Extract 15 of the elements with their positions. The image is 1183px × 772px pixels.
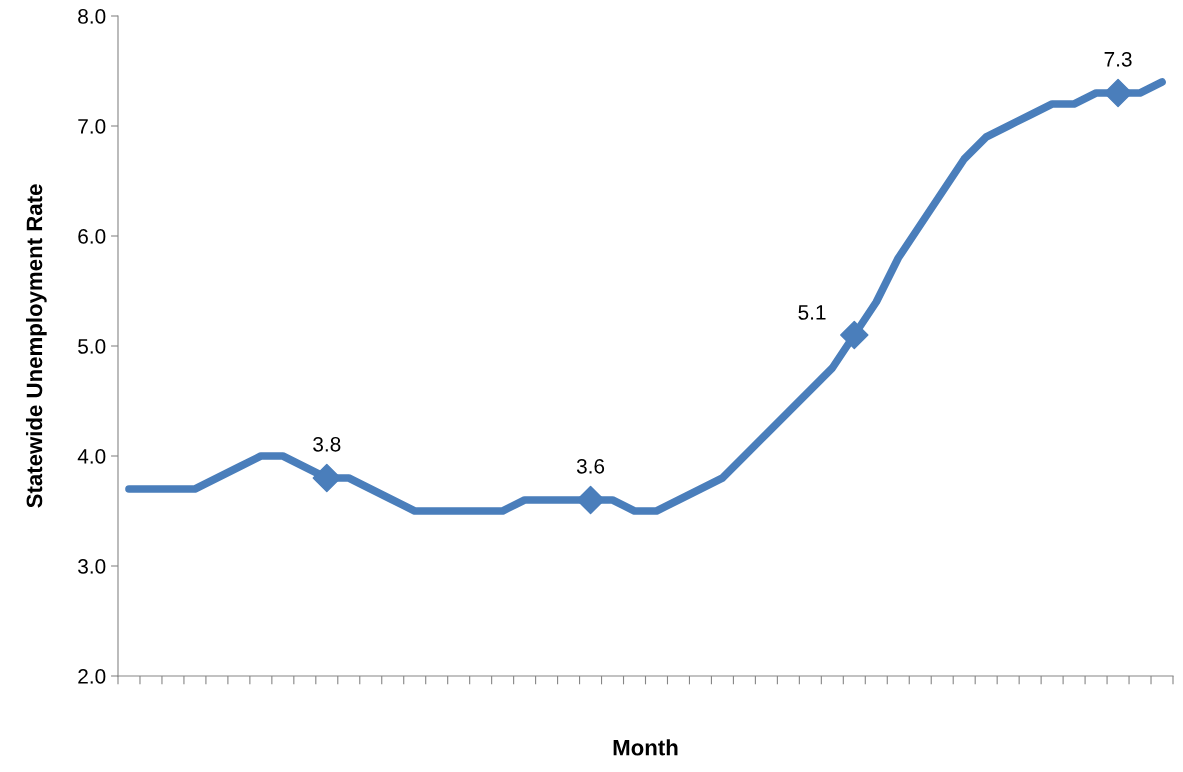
y-tick-label: 8.0: [78, 9, 106, 24]
y-tick-label: 6.0: [78, 229, 106, 244]
y-tick-label: 5.0: [78, 339, 106, 354]
y-tick-label: 2.0: [78, 669, 106, 684]
point: [840, 320, 869, 350]
data-label: 5.1: [798, 305, 826, 320]
y-tick-label: 7.0: [78, 119, 106, 134]
point: [576, 485, 605, 515]
data-label: 7.3: [1104, 51, 1132, 67]
x-axis-title: Month: [613, 739, 678, 756]
data-label: 3.8: [313, 436, 341, 452]
y-tick-label: 3.0: [78, 559, 106, 574]
data-label: 3.6: [576, 458, 605, 474]
y-axis-title: Statewide Unemployment Rate: [25, 184, 47, 508]
y-tick-label: 4.0: [77, 449, 106, 464]
